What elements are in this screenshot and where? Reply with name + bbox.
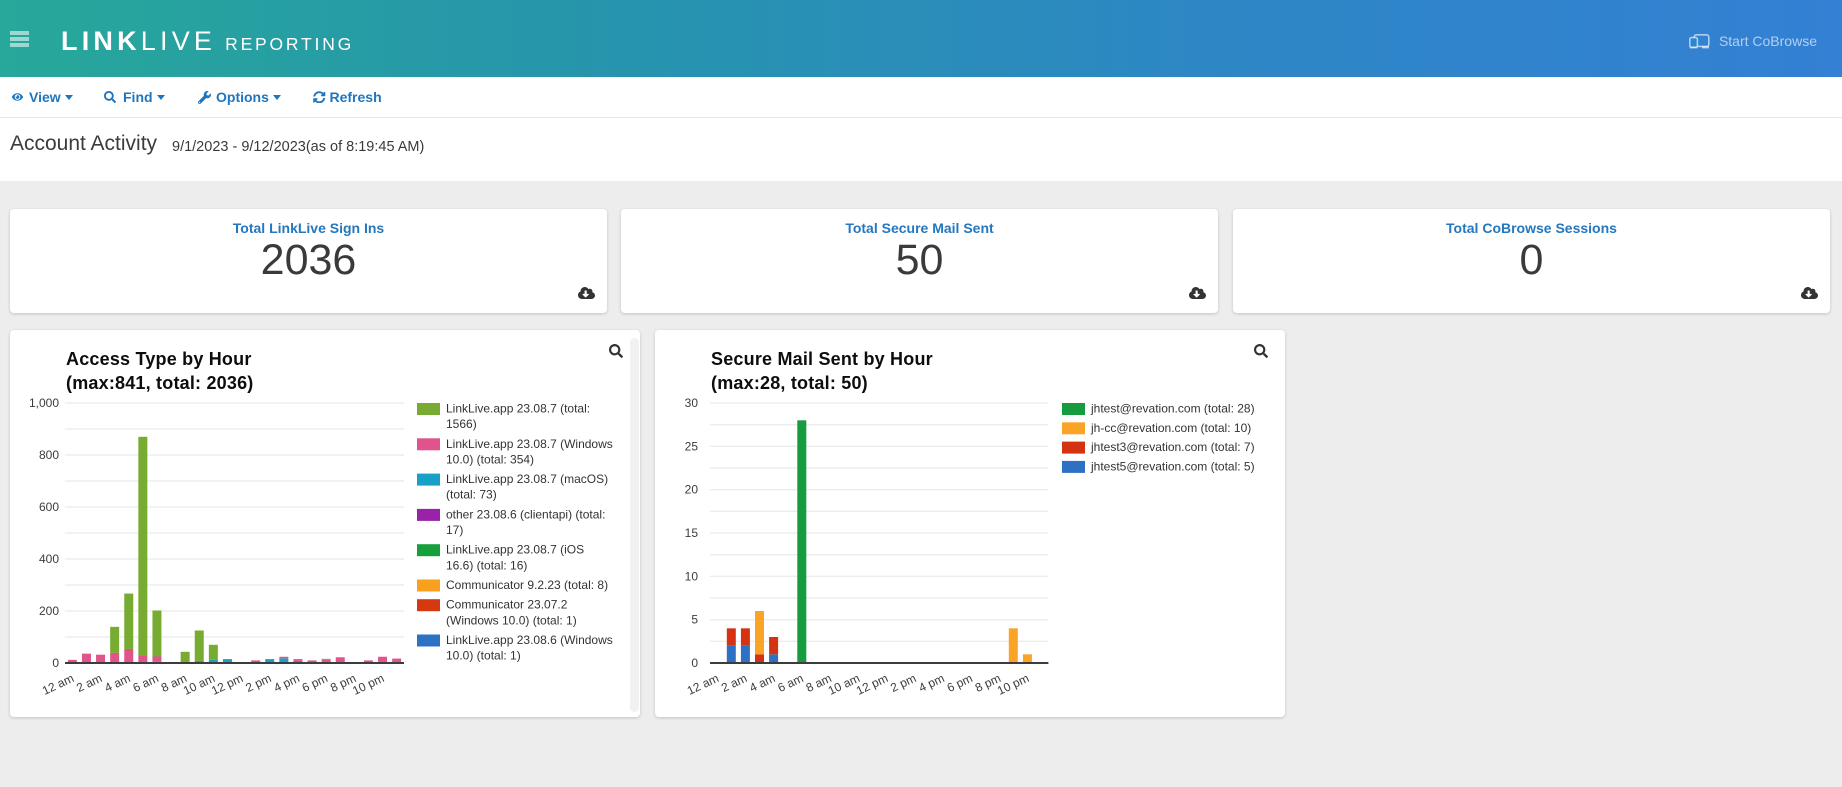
svg-text:0: 0	[691, 656, 698, 670]
svg-text:(total: 73): (total: 73)	[446, 488, 497, 502]
svg-text:jhtest5@revation.com (total: 5: jhtest5@revation.com (total: 5)	[1090, 459, 1255, 473]
svg-text:20: 20	[685, 483, 699, 497]
svg-text:LinkLive.app 23.08.7 (iOS: LinkLive.app 23.08.7 (iOS	[446, 543, 584, 557]
svg-text:LinkLive.app 23.08.7 (total:: LinkLive.app 23.08.7 (total:	[446, 402, 590, 416]
svg-text:2 am: 2 am	[74, 671, 104, 695]
svg-text:jhtest3@revation.com (total: 7: jhtest3@revation.com (total: 7)	[1090, 440, 1255, 454]
svg-text:other 23.08.6 (clientapi) (tot: other 23.08.6 (clientapi) (total:	[446, 507, 605, 521]
svg-text:30: 30	[685, 396, 699, 410]
svg-text:17): 17)	[446, 523, 463, 537]
svg-text:4 pm: 4 pm	[916, 671, 946, 695]
svg-text:12 pm: 12 pm	[209, 671, 245, 698]
svg-text:15: 15	[685, 526, 699, 540]
svg-text:12 am: 12 am	[40, 671, 76, 698]
svg-text:Communicator 23.07.2: Communicator 23.07.2	[446, 598, 568, 612]
svg-text:10 pm: 10 pm	[995, 671, 1031, 698]
svg-text:(Windows 10.0) (total: 1): (Windows 10.0) (total: 1)	[446, 613, 577, 627]
svg-text:jh-cc@revation.com (total: 10): jh-cc@revation.com (total: 10)	[1090, 421, 1251, 435]
svg-text:2 pm: 2 pm	[243, 671, 273, 695]
svg-text:12 pm: 12 pm	[854, 671, 890, 698]
svg-text:400: 400	[39, 552, 59, 566]
svg-text:LinkLive.app 23.08.7 (Windows: LinkLive.app 23.08.7 (Windows	[446, 437, 613, 451]
svg-text:2 am: 2 am	[719, 671, 749, 695]
svg-text:10.0) (total: 354): 10.0) (total: 354)	[446, 452, 534, 466]
svg-text:10: 10	[685, 569, 699, 583]
svg-text:800: 800	[39, 448, 59, 462]
svg-text:LinkLive.app 23.08.6 (Windows: LinkLive.app 23.08.6 (Windows	[446, 633, 613, 647]
svg-text:25: 25	[685, 439, 699, 453]
svg-text:6 am: 6 am	[131, 671, 161, 695]
svg-text:16.6) (total: 16): 16.6) (total: 16)	[446, 558, 527, 572]
svg-text:jhtest@revation.com (total: 28: jhtest@revation.com (total: 28)	[1090, 402, 1255, 416]
svg-text:2 pm: 2 pm	[888, 671, 918, 695]
svg-text:12 am: 12 am	[685, 671, 721, 698]
svg-text:10 pm: 10 pm	[350, 671, 386, 698]
svg-text:6 pm: 6 pm	[945, 671, 975, 695]
svg-text:200: 200	[39, 604, 59, 618]
svg-text:6 pm: 6 pm	[300, 671, 330, 695]
svg-text:4 am: 4 am	[747, 671, 777, 695]
svg-text:10.0) (total: 1): 10.0) (total: 1)	[446, 649, 521, 663]
svg-text:1566): 1566)	[446, 417, 477, 431]
svg-text:6 am: 6 am	[775, 671, 805, 695]
svg-text:0: 0	[52, 656, 59, 670]
svg-text:LinkLive.app 23.08.7 (macOS): LinkLive.app 23.08.7 (macOS)	[446, 472, 608, 486]
svg-text:1,000: 1,000	[29, 396, 59, 410]
svg-text:4 am: 4 am	[102, 671, 132, 695]
svg-text:Communicator 9.2.23 (total: 8): Communicator 9.2.23 (total: 8)	[446, 578, 608, 592]
svg-text:600: 600	[39, 500, 59, 514]
svg-text:5: 5	[691, 613, 698, 627]
svg-text:4 pm: 4 pm	[272, 671, 302, 695]
